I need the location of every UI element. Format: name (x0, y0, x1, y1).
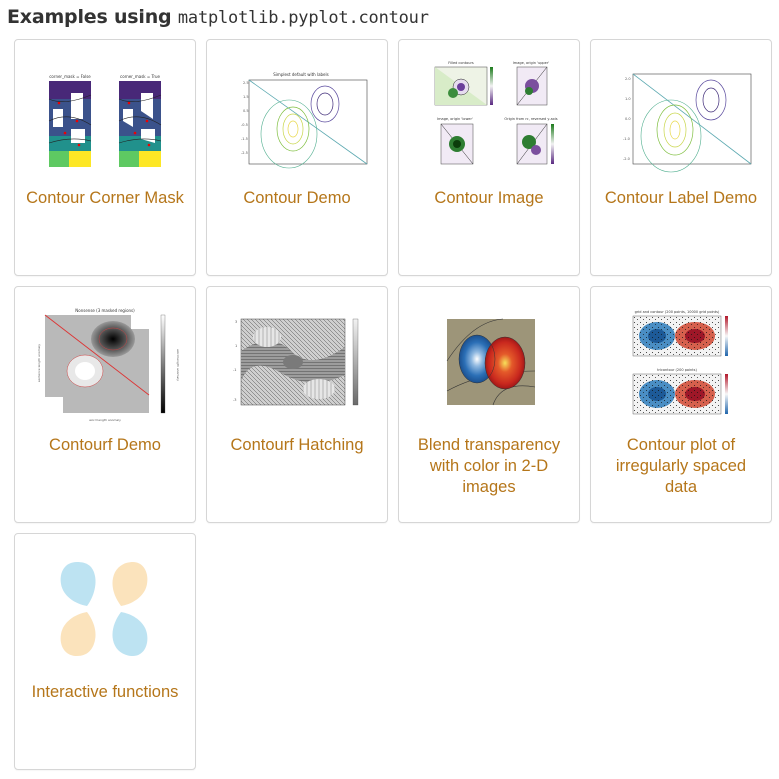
example-card-contourf-demo[interactable]: Nonsense (3 masked regions) word length … (14, 286, 196, 523)
thumbnail: 3 1 -1 -3 (221, 301, 373, 423)
svg-text:-1.0: -1.0 (623, 137, 630, 141)
example-title[interactable]: Interactive functions (31, 683, 179, 701)
svg-text:1.5: 1.5 (243, 95, 249, 99)
example-title[interactable]: Contour Image (434, 189, 544, 207)
svg-text:2.5: 2.5 (243, 81, 249, 85)
svg-text:3: 3 (235, 320, 237, 324)
interactive-functions-thumbnail (60, 562, 148, 656)
thumb-xlabel: word length anomaly (89, 418, 121, 422)
example-card-contourf-hatching[interactable]: 3 1 -1 -3 Contourf Hatching (206, 286, 388, 523)
thumb-colorbar-label: word length anomaly (176, 349, 180, 381)
svg-text:-2.5: -2.5 (241, 151, 248, 155)
contour-image-thumbnail: Filled contours Image, origin 'upper' Im… (434, 61, 558, 165)
thumb-title-2: Image, origin 'upper' (513, 61, 549, 65)
svg-text:-1: -1 (233, 368, 237, 372)
example-card-contour-corner-mask[interactable]: corner_mask = False corner_mask = True (14, 39, 196, 276)
example-card-contour-demo[interactable]: Simplest default with labels 2.5 1.5 0.5 -… (206, 39, 388, 276)
svg-text:-0.5: -0.5 (241, 123, 248, 127)
thumb-title-3: Image, origin 'lower' (437, 117, 473, 121)
example-title[interactable]: Contour plot of irregularly spaced data (615, 436, 747, 496)
example-card-irregularly-spaced[interactable]: grid and contour (200 points, 10000 grid… (590, 286, 772, 523)
blend-transparency-thumbnail (446, 318, 536, 406)
thumbnail: Simplest default with labels 2.5 1.5 0.5 -… (221, 54, 373, 176)
example-card-contour-label-demo[interactable]: 2.0 1.0 0.0 -1.0 -2.0 Contour Label Demo (590, 39, 772, 276)
heading-code[interactable]: matplotlib.pyplot.contour (177, 8, 429, 28)
thumb-ylabel: sentence length anomaly (37, 344, 41, 382)
example-card-blend-transparency[interactable]: Blend transparency with color in 2-D ima… (398, 286, 580, 523)
svg-text:1: 1 (235, 344, 237, 348)
example-title[interactable]: Contour Corner Mask (26, 189, 184, 207)
svg-text:1.0: 1.0 (625, 97, 631, 101)
corner-mask-thumbnail: corner_mask = False corner_mask = True (48, 74, 162, 167)
example-card-interactive-functions[interactable]: Interactive functions (14, 533, 196, 770)
contour-demo-thumbnail: Simplest default with labels 2.5 1.5 0.5 -… (241, 72, 368, 169)
thumb-title-right: corner_mask = True (120, 74, 161, 79)
contourf-hatching-thumbnail: 3 1 -1 -3 (233, 318, 359, 406)
thumb-title: Nonsense (3 masked regions) (75, 308, 135, 313)
contour-label-thumbnail: 2.0 1.0 0.0 -1.0 -2.0 (623, 73, 752, 173)
thumbnail: grid and contour (200 points, 10000 grid… (605, 301, 757, 423)
thumb-title-2: tricontour (200 points) (657, 368, 697, 372)
example-title[interactable]: Contourf Hatching (230, 436, 364, 454)
heading-prefix: Examples using (7, 6, 178, 28)
example-title[interactable]: Blend transparency with color in 2-D ima… (417, 436, 561, 496)
example-card-contour-image[interactable]: Filled contours Image, origin 'upper' Im… (398, 39, 580, 276)
thumb-title-4: Origin from rc, reversed y-axis (504, 117, 557, 121)
svg-text:-1.5: -1.5 (241, 137, 248, 141)
thumbnail (29, 548, 181, 670)
svg-text:0.5: 0.5 (243, 109, 249, 113)
example-title[interactable]: Contour Label Demo (604, 189, 758, 207)
example-title[interactable]: Contourf Demo (49, 436, 161, 454)
example-title[interactable]: Contour Demo (243, 189, 351, 207)
svg-text:-2.0: -2.0 (623, 157, 630, 161)
thumb-title-1: grid and contour (200 points, 10000 grid… (635, 310, 720, 314)
thumbnail: Nonsense (3 masked regions) word length … (29, 301, 181, 423)
thumbnail: Filled contours Image, origin 'upper' Im… (413, 54, 565, 176)
section-heading: Examples using matplotlib.pyplot.contour (7, 6, 429, 28)
thumb-title: Simplest default with labels (273, 72, 328, 77)
thumb-title-left: corner_mask = False (49, 74, 91, 79)
thumb-title-1: Filled contours (448, 61, 474, 65)
irregular-data-thumbnail: grid and contour (200 points, 10000 grid… (632, 310, 728, 415)
thumbnail: 2.0 1.0 0.0 -1.0 -2.0 (605, 54, 757, 176)
svg-text:0.0: 0.0 (625, 117, 631, 121)
svg-text:-3: -3 (233, 398, 237, 402)
svg-text:2.0: 2.0 (625, 77, 631, 81)
thumbnail (413, 301, 565, 423)
thumbnail: corner_mask = False corner_mask = True (29, 54, 181, 176)
contourf-demo-thumbnail: Nonsense (3 masked regions) word length … (37, 308, 180, 422)
